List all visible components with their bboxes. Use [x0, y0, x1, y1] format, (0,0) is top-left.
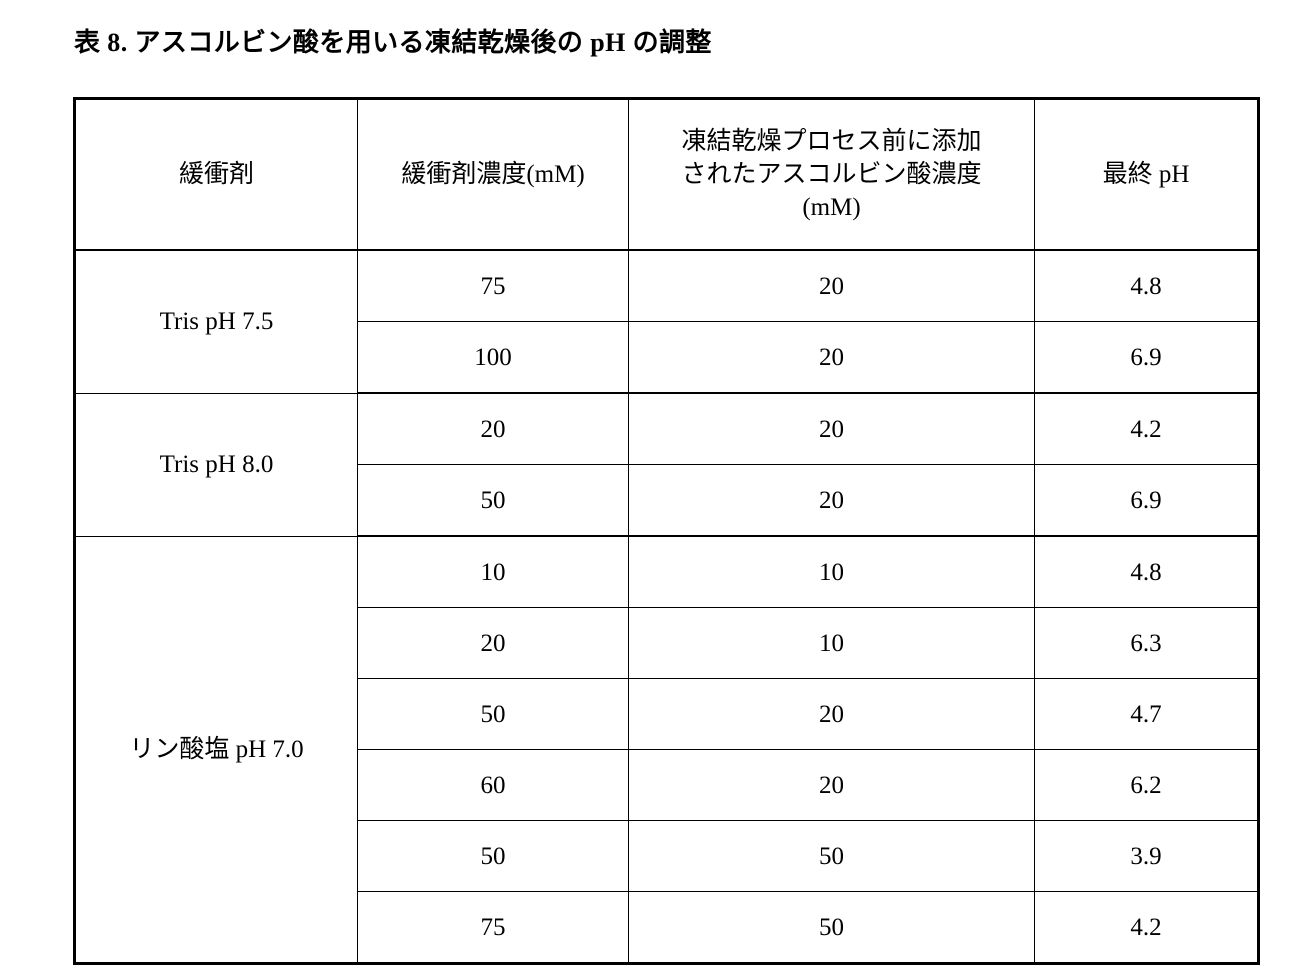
- cell-buffer-name: Tris pH 7.5: [76, 250, 358, 393]
- cell-buffer-concentration: 20: [358, 608, 629, 679]
- caption-text: アスコルビン酸を用いる凍結乾燥後の pH の調整: [135, 28, 712, 57]
- cell-ascorbic-concentration: 20: [629, 465, 1035, 537]
- cell-final-ph: 4.2: [1035, 892, 1258, 963]
- cell-final-ph: 6.9: [1035, 322, 1258, 394]
- cell-buffer-concentration: 20: [358, 393, 629, 465]
- cell-buffer-concentration: 50: [358, 465, 629, 537]
- table-caption: 表 8. アスコルビン酸を用いる凍結乾燥後の pH の調整: [74, 26, 1254, 60]
- table-row: Tris pH 8.020204.2: [76, 393, 1258, 465]
- cell-buffer-name: Tris pH 8.0: [76, 393, 358, 536]
- cell-buffer-concentration: 50: [358, 679, 629, 750]
- table-body: 緩衝剤 緩衝剤濃度(mM) 凍結乾燥プロセス前に添加 されたアスコルビン酸濃度 …: [76, 100, 1258, 963]
- cell-ascorbic-concentration: 50: [629, 821, 1035, 892]
- cell-final-ph: 4.7: [1035, 679, 1258, 750]
- cell-final-ph: 6.2: [1035, 750, 1258, 821]
- table-container: 緩衝剤 緩衝剤濃度(mM) 凍結乾燥プロセス前に添加 されたアスコルビン酸濃度 …: [75, 99, 1257, 950]
- cell-ascorbic-concentration: 20: [629, 679, 1035, 750]
- table-row: Tris pH 7.575204.8: [76, 250, 1258, 322]
- cell-ascorbic-concentration: 50: [629, 892, 1035, 963]
- table-row: リン酸塩 pH 7.010104.8: [76, 536, 1258, 608]
- cell-buffer-concentration: 75: [358, 892, 629, 963]
- cell-final-ph: 6.9: [1035, 465, 1258, 537]
- cell-ascorbic-concentration: 10: [629, 608, 1035, 679]
- cell-buffer-concentration: 100: [358, 322, 629, 394]
- cell-final-ph: 4.8: [1035, 250, 1258, 322]
- header-final-ph: 最終 pH: [1035, 100, 1258, 251]
- cell-ascorbic-concentration: 20: [629, 250, 1035, 322]
- header-ascorbic-line-1: 凍結乾燥プロセス前に添加: [681, 128, 981, 155]
- header-buffer: 緩衝剤: [76, 100, 358, 251]
- header-ascorbic-line-2: されたアスコルビン酸濃度: [681, 161, 981, 188]
- table-header-row: 緩衝剤 緩衝剤濃度(mM) 凍結乾燥プロセス前に添加 されたアスコルビン酸濃度 …: [76, 100, 1258, 251]
- cell-buffer-concentration: 75: [358, 250, 629, 322]
- cell-buffer-concentration: 50: [358, 821, 629, 892]
- ph-adjustment-table: 緩衝剤 緩衝剤濃度(mM) 凍結乾燥プロセス前に添加 されたアスコルビン酸濃度 …: [75, 99, 1258, 963]
- cell-ascorbic-concentration: 20: [629, 750, 1035, 821]
- header-ascorbic-concentration: 凍結乾燥プロセス前に添加 されたアスコルビン酸濃度 (mM): [629, 100, 1035, 251]
- cell-ascorbic-concentration: 10: [629, 536, 1035, 608]
- caption-label: 表 8.: [74, 28, 128, 57]
- cell-ascorbic-concentration: 20: [629, 393, 1035, 465]
- cell-ascorbic-concentration: 20: [629, 322, 1035, 394]
- cell-final-ph: 3.9: [1035, 821, 1258, 892]
- cell-buffer-name: リン酸塩 pH 7.0: [76, 536, 358, 963]
- document-page: 表 8. アスコルビン酸を用いる凍結乾燥後の pH の調整 緩衝剤 緩衝剤濃度(…: [0, 0, 1298, 978]
- header-buffer-concentration: 緩衝剤濃度(mM): [358, 100, 629, 251]
- cell-final-ph: 4.2: [1035, 393, 1258, 465]
- cell-buffer-concentration: 10: [358, 536, 629, 608]
- cell-final-ph: 4.8: [1035, 536, 1258, 608]
- cell-buffer-concentration: 60: [358, 750, 629, 821]
- cell-final-ph: 6.3: [1035, 608, 1258, 679]
- header-ascorbic-line-3: (mM): [802, 194, 860, 221]
